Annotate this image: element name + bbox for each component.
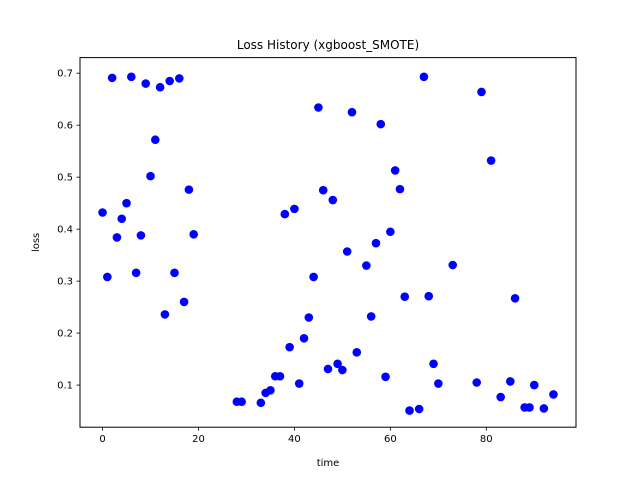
data-point: [165, 76, 175, 86]
data-point: [155, 82, 165, 92]
data-point: [323, 364, 333, 374]
data-point: [103, 272, 112, 282]
data-point: [381, 372, 390, 382]
data-point: [314, 103, 323, 112]
data-point: [141, 79, 151, 88]
y-tick-label: 0.5: [57, 173, 73, 184]
data-point: [294, 379, 304, 388]
data-point: [414, 404, 424, 414]
data-point: [174, 74, 184, 83]
data-point: [386, 227, 395, 237]
x-tick-label: 20: [192, 434, 205, 445]
data-point: [280, 209, 290, 219]
data-point: [136, 231, 146, 240]
y-tick-label: 0.7: [57, 69, 73, 80]
data-point: [510, 293, 520, 303]
data-point: [170, 268, 179, 278]
data-point: [419, 72, 429, 82]
data-point: [390, 166, 400, 175]
data-point: [146, 171, 155, 181]
data-point: [347, 107, 357, 117]
data-point: [434, 379, 443, 388]
data-point: [107, 73, 117, 83]
data-point: [122, 198, 131, 208]
data-point: [266, 385, 275, 395]
y-axis-label: loss: [31, 233, 42, 252]
data-point: [285, 342, 294, 352]
data-point: [405, 406, 414, 415]
y-tick-label: 0.6: [57, 121, 73, 132]
axis-ticks: 0 20 40 60 80 0.1 0.2 0.3 0.4 0.5 0.6 0.7: [57, 69, 493, 446]
data-point: [395, 184, 405, 194]
data-point: [505, 377, 515, 386]
data-point: [309, 272, 318, 282]
data-point: [112, 233, 122, 242]
data-point: [424, 291, 434, 301]
data-point: [328, 195, 338, 205]
data-point: [486, 156, 496, 165]
data-point: [333, 359, 342, 369]
data-point: [256, 398, 266, 408]
data-point: [127, 72, 136, 82]
x-tick-label: 60: [384, 434, 397, 445]
data-point: [539, 404, 549, 413]
data-point: [371, 238, 381, 248]
y-tick-label: 0.4: [57, 225, 73, 236]
data-point: [472, 378, 482, 387]
data-point: [189, 230, 198, 239]
data-point: [160, 310, 170, 319]
data-point: [525, 403, 534, 412]
x-tick-label: 80: [480, 434, 493, 445]
y-tick-label: 0.2: [57, 329, 73, 340]
data-point: [362, 261, 371, 270]
data-point: [151, 135, 160, 145]
data-point: [477, 87, 486, 97]
data-points: [98, 72, 558, 415]
data-point: [352, 348, 362, 357]
x-tick-label: 0: [99, 434, 105, 445]
data-point: [342, 247, 352, 256]
data-point: [400, 292, 410, 302]
y-tick-label: 0.3: [57, 277, 73, 288]
data-point: [184, 185, 194, 194]
data-point: [496, 392, 505, 402]
data-point: [448, 260, 458, 270]
x-axis-label: time: [317, 458, 340, 469]
data-point: [318, 185, 328, 195]
data-point: [117, 214, 127, 224]
data-point: [131, 268, 141, 278]
plot-frame: [79, 57, 577, 428]
data-point: [299, 334, 309, 343]
data-point: [275, 371, 285, 381]
data-point: [179, 297, 189, 307]
data-point: [429, 359, 438, 369]
data-point: [529, 380, 539, 390]
data-point: [290, 204, 299, 214]
data-point: [98, 208, 107, 217]
data-point: [338, 365, 347, 375]
x-tick-label: 40: [288, 434, 301, 445]
y-tick-label: 0.1: [57, 381, 73, 392]
data-point: [237, 397, 246, 407]
data-point: [549, 390, 558, 399]
data-point: [376, 119, 386, 129]
chart-title: Loss History (xgboost_SMOTE): [237, 38, 419, 52]
data-point: [304, 313, 314, 322]
data-point: [366, 312, 376, 321]
